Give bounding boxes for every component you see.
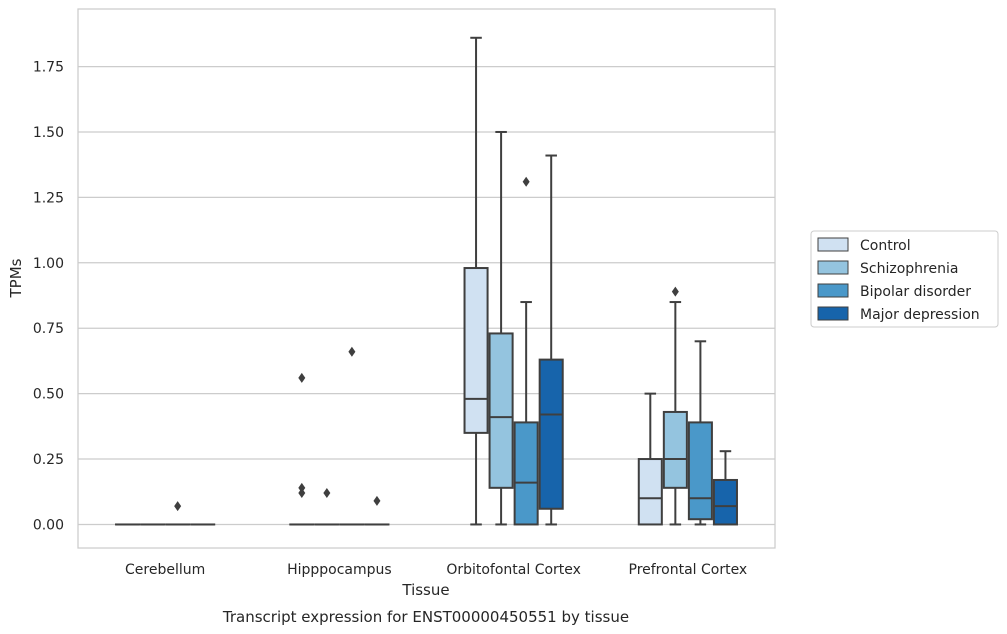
legend-label: Control <box>860 238 911 254</box>
outlier-point <box>298 482 306 493</box>
y-tick-label: 1.50 <box>33 125 64 141</box>
x-tick-label: Orbitofontal Cortex <box>446 562 581 578</box>
box-iqr <box>463 267 489 434</box>
box-bipolar-disorder <box>165 501 191 526</box>
box-schizophrenia <box>662 286 688 526</box>
outlier-point <box>298 372 306 383</box>
outlier-point <box>348 346 356 357</box>
x-tick-labels: Cerebellum Hipppocampus Orbitofontal Corte… <box>125 562 747 578</box>
box-iqr <box>538 358 564 510</box>
box-major-depression <box>712 450 738 526</box>
legend-label: Bipolar disorder <box>860 284 971 300</box>
y-axis-label: TPMs <box>7 258 25 298</box>
outlier-point <box>522 176 530 187</box>
legend-swatch <box>817 237 849 252</box>
y-tick-label: 0.75 <box>33 321 64 337</box>
x-tick-label: Prefrontal Cortex <box>629 562 748 578</box>
box-bipolar-disorder <box>339 346 365 526</box>
box-schizophrenia <box>488 130 514 526</box>
legend-swatch <box>817 260 849 275</box>
outlier-point <box>671 286 679 297</box>
box-control <box>463 36 489 526</box>
box-bipolar-disorder <box>687 340 713 526</box>
y-tick-label: 1.25 <box>33 190 64 206</box>
y-tick-label: 0.25 <box>33 452 64 468</box>
x-tick-label: Hipppocampus <box>287 562 392 578</box>
x-axis-label: Tissue <box>401 581 449 599</box>
outlier-point <box>298 488 306 499</box>
legend-label: Major depression <box>860 307 980 323</box>
y-tick-label: 1.00 <box>33 256 64 272</box>
box-bipolar-disorder <box>513 176 539 526</box>
legend: Control Schizophrenia Bipolar disorder Majo… <box>810 230 999 328</box>
outlier-point <box>323 488 331 499</box>
x-tick-label: Cerebellum <box>125 562 205 578</box>
y-tick-label: 1.75 <box>33 60 64 76</box>
box-control <box>289 372 315 526</box>
box-major-depression <box>364 495 390 526</box>
legend-frame <box>810 230 999 328</box>
plot-frame <box>77 8 776 549</box>
box-control <box>637 392 663 526</box>
legend-swatch <box>817 306 849 321</box>
y-tick-label: 0.00 <box>33 517 64 533</box>
box-schizophrenia <box>314 488 340 526</box>
box-iqr <box>662 410 688 489</box>
boxes <box>115 36 738 526</box>
box-major-depression <box>538 154 564 526</box>
box-iqr <box>687 421 713 521</box>
box-iqr <box>513 421 539 526</box>
outlier-point <box>373 495 381 506</box>
chart-caption: Transcript expression for ENST0000045055… <box>222 608 629 626</box>
y-tick-labels: 0.00 0.25 0.50 0.75 1.00 1.25 1.50 1.75 <box>33 60 64 534</box>
box-iqr <box>488 332 514 489</box>
box-iqr <box>637 458 663 526</box>
outlier-point <box>174 501 182 512</box>
y-tick-label: 0.50 <box>33 387 64 403</box>
legend-swatch <box>817 283 849 298</box>
legend-label: Schizophrenia <box>860 261 958 277</box>
grid-lines <box>78 65 775 526</box>
box-iqr <box>712 478 738 526</box>
